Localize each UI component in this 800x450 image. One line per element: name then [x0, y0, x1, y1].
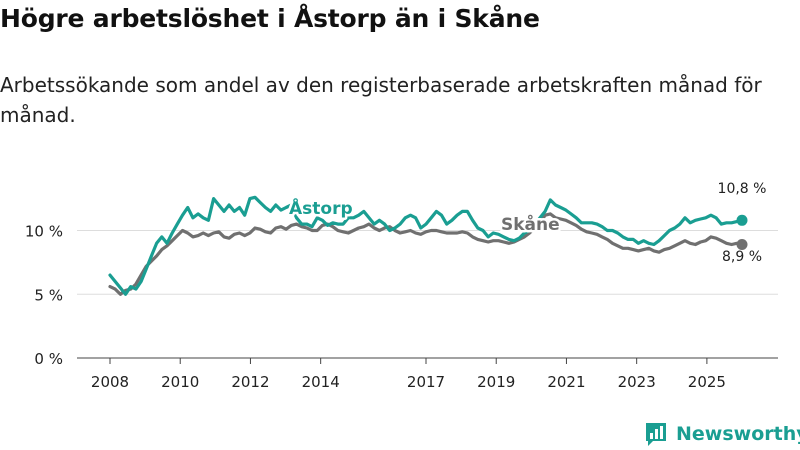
y-tick-label: 10 %	[25, 223, 63, 241]
series-end-point-skane	[736, 239, 748, 251]
x-tick-label: 2025	[688, 373, 726, 391]
x-tick-label: 2017	[407, 373, 445, 391]
brand-name: Newsworthy	[676, 423, 800, 445]
line-chart: 0 % 5 % 10 % 2008 2010 2012 2014 2017 2019 2021 20…	[25, 181, 778, 391]
x-tick-label: 2010	[161, 373, 199, 391]
series-label-astorp: Åstorp	[289, 196, 353, 219]
x-tick-label: 2019	[477, 373, 515, 391]
end-value-label-astorp: 10,8 %	[718, 181, 767, 197]
chart-subtitle: Arbetssökande som andel av den registerb…	[0, 73, 762, 127]
y-tick-label: 5 %	[34, 286, 63, 304]
y-tick-label: 0 %	[34, 350, 63, 368]
x-tick-label: 2012	[231, 373, 269, 391]
series-line-skane	[108, 212, 744, 296]
x-tick-label: 2023	[618, 373, 656, 391]
series-line-astorp	[108, 195, 744, 296]
bar-chart-logo-icon	[646, 423, 666, 446]
chart-title: Högre arbetslöshet i Åstorp än i Skåne	[0, 4, 540, 33]
end-value-label-skane: 8,9 %	[722, 249, 762, 265]
x-tick-label: 2021	[547, 373, 585, 391]
x-tick-label: 2014	[302, 373, 340, 391]
brand-logo: Newsworthy	[644, 420, 800, 448]
series-end-point-astorp	[736, 214, 748, 226]
x-tick-label: 2008	[91, 373, 129, 391]
series-label-skane: Skåne	[501, 213, 560, 235]
